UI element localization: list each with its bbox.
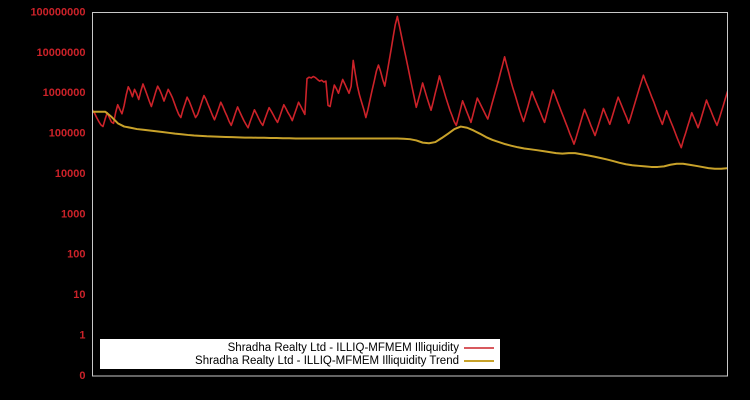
chart-legend: Shradha Realty Ltd - ILLIQ-MFMEM Illiqui… bbox=[100, 339, 500, 369]
y-axis-tick-label: 10 bbox=[73, 289, 85, 301]
y-axis-tick-label: 0 bbox=[79, 370, 85, 382]
y-axis-tick-label: 1 bbox=[79, 330, 85, 342]
series-illiquidity-line bbox=[93, 15, 727, 149]
y-axis-tick-label: 100000000 bbox=[30, 6, 85, 18]
legend-background bbox=[100, 339, 500, 369]
y-axis-tick-labels: 1000000001000000010000001000001000010001… bbox=[30, 6, 85, 382]
data-series-group bbox=[93, 15, 727, 170]
legend-label-illiquidity-trend: Shradha Realty Ltd - ILLIQ-MFMEM Illiqui… bbox=[195, 355, 459, 367]
y-axis-tick-label: 100 bbox=[67, 249, 85, 261]
plot-area-border bbox=[92, 12, 728, 377]
y-axis-tick-label: 100000 bbox=[49, 128, 86, 140]
series-illiquidity-trend-line bbox=[93, 110, 727, 170]
y-axis-tick-label: 10000 bbox=[55, 168, 86, 180]
y-axis-tick-label: 1000 bbox=[61, 208, 85, 220]
y-axis-tick-label: 1000000 bbox=[43, 87, 86, 99]
y-axis-tick-label: 10000000 bbox=[37, 47, 86, 59]
legend-label-illiquidity: Shradha Realty Ltd - ILLIQ-MFMEM Illiqui… bbox=[228, 342, 460, 354]
